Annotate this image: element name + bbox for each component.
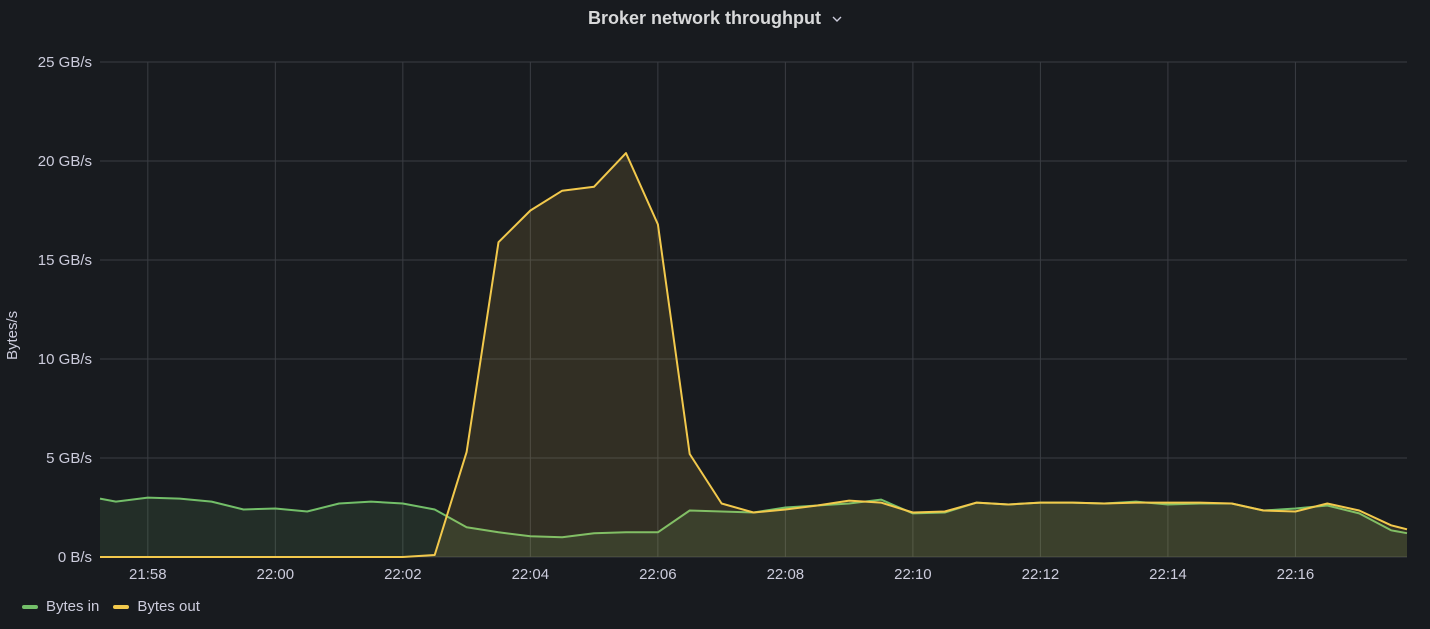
legend-label-bytes-out: Bytes out bbox=[137, 598, 200, 615]
legend-swatch-bytes-in bbox=[22, 604, 38, 609]
legend-item-bytes-in[interactable]: Bytes in bbox=[22, 598, 99, 615]
chevron-down-icon bbox=[832, 16, 842, 23]
panel-title[interactable]: Broker network throughput bbox=[0, 8, 1430, 29]
x-tick-label: 22:06 bbox=[639, 566, 677, 583]
x-tick-label: 22:16 bbox=[1277, 566, 1315, 583]
x-tick-label: 22:00 bbox=[257, 566, 295, 583]
x-tick-label: 22:14 bbox=[1149, 566, 1187, 583]
x-tick-label: 22:10 bbox=[894, 566, 932, 583]
panel-title-text: Broker network throughput bbox=[587, 8, 821, 28]
series-area-bytes-in bbox=[100, 497, 1407, 557]
y-tick-label: 0 B/s bbox=[58, 549, 92, 566]
y-tick-label: 20 GB/s bbox=[38, 153, 92, 170]
x-tick-label: 22:04 bbox=[512, 566, 550, 583]
y-axis-label: Bytes/s bbox=[4, 310, 21, 360]
y-tick-label: 10 GB/s bbox=[38, 351, 92, 368]
series-area-bytes-out bbox=[100, 153, 1407, 557]
y-tick-label: 25 GB/s bbox=[38, 54, 92, 71]
y-tick-label: 5 GB/s bbox=[46, 450, 92, 467]
legend-item-bytes-out[interactable]: Bytes out bbox=[113, 598, 200, 615]
x-tick-label: 22:08 bbox=[767, 566, 805, 583]
legend-swatch-bytes-out bbox=[113, 604, 130, 609]
legend: Bytes in Bytes out bbox=[22, 598, 200, 615]
x-tick-label: 22:02 bbox=[384, 566, 422, 583]
x-tick-label: 21:58 bbox=[129, 566, 167, 583]
series-line-bytes-out bbox=[100, 152, 1408, 558]
x-tick-label: 22:12 bbox=[1022, 566, 1060, 583]
legend-label-bytes-in: Bytes in bbox=[46, 598, 100, 615]
y-tick-label: 15 GB/s bbox=[38, 252, 92, 269]
